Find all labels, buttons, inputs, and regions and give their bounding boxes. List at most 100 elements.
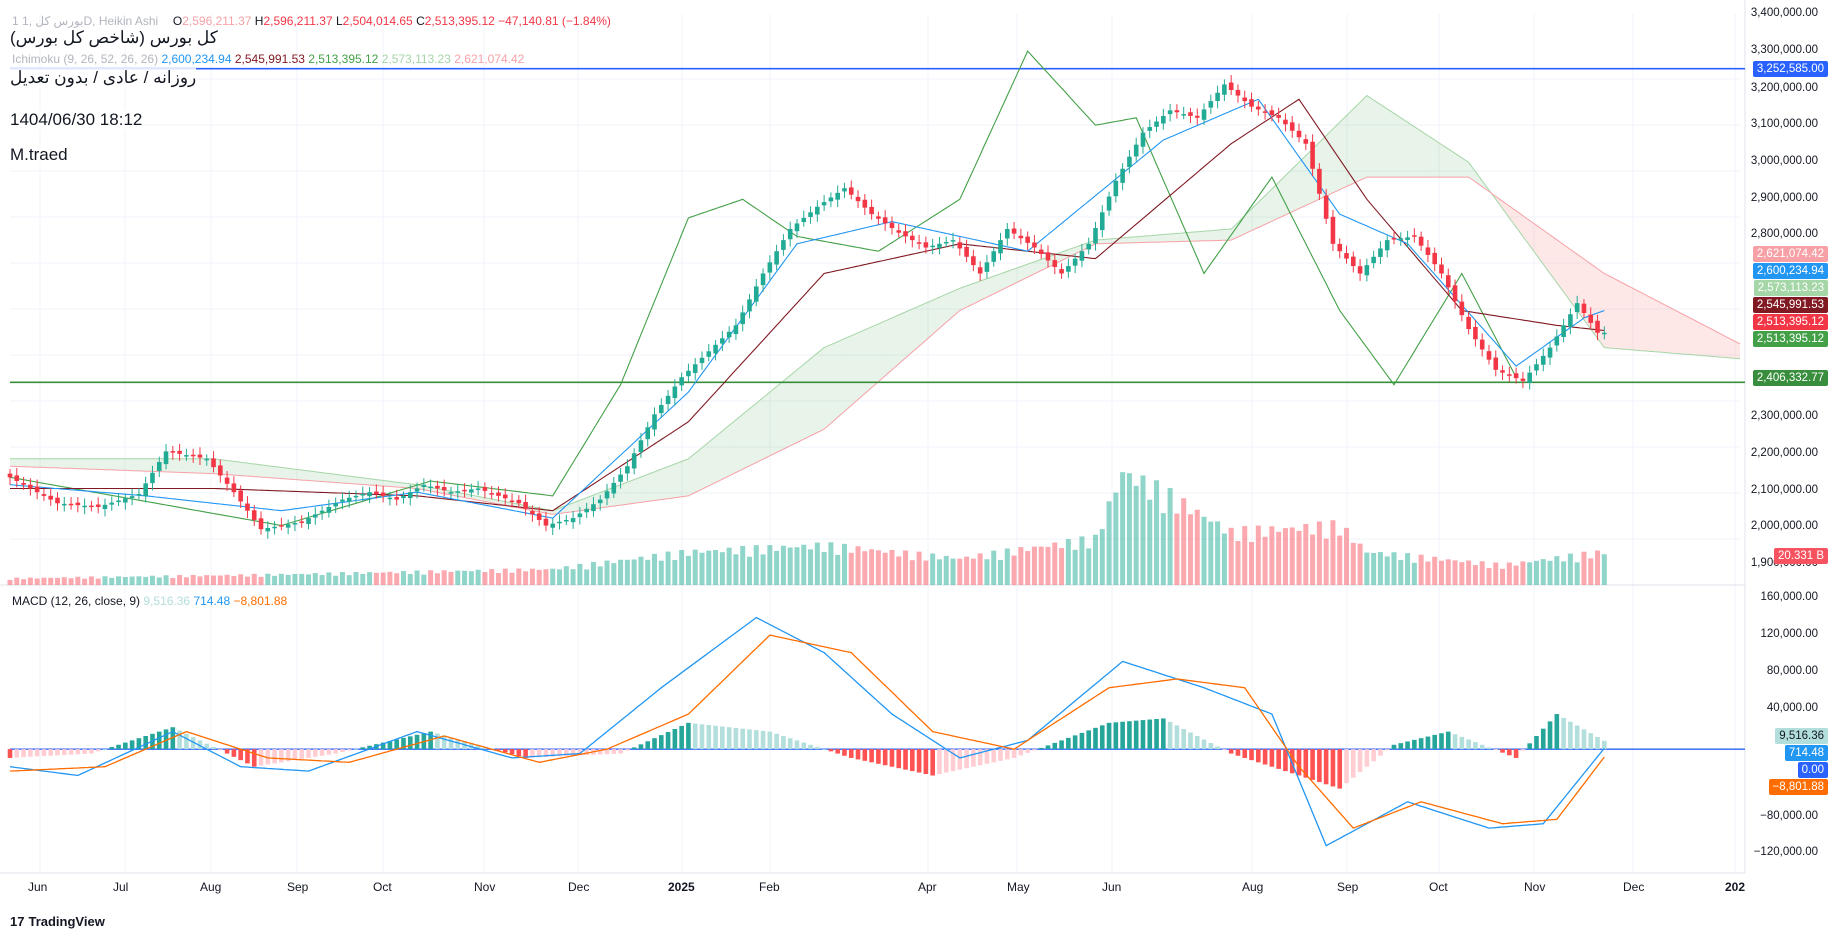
cloud-segment (1258, 195, 1266, 228)
macd-histogram-bar (1011, 749, 1017, 758)
macd-histogram-bar (1473, 742, 1478, 750)
macd-histogram-bar (794, 740, 800, 750)
macd-histogram-bar (815, 746, 820, 750)
volume-bar (61, 577, 67, 585)
cloud-segment (973, 281, 981, 304)
volume-bar (909, 560, 915, 585)
volume-bar (1364, 552, 1370, 585)
horizontal-lines[interactable] (10, 67, 1745, 384)
macd-histogram-bar (1133, 720, 1139, 750)
volume-bar (197, 576, 203, 585)
volume-bar (360, 573, 366, 585)
volume-bar (244, 576, 250, 585)
cloud-segment (858, 329, 865, 400)
volume-bar (1126, 473, 1132, 585)
price-tick: 3,400,000.00 (1750, 7, 1818, 19)
candle-body (1011, 228, 1017, 234)
ichimoku-legend[interactable]: Ichimoku (9, 26, 52, 26, 26) 2,600,234.9… (12, 52, 524, 66)
macd-histogram-bar (95, 749, 101, 752)
volume-bar (1547, 560, 1553, 585)
candle-body (726, 331, 732, 338)
volume-bar (923, 560, 929, 585)
volume-bar (536, 569, 542, 585)
volume-bar (482, 572, 488, 585)
cloud-segment (37, 458, 44, 468)
macd-histogram-bar (312, 749, 318, 757)
cloud-segment (993, 273, 1001, 294)
cloud-segment (620, 482, 628, 506)
volume-bar (1527, 562, 1533, 585)
macd-histogram-bar (387, 741, 393, 750)
macd-legend[interactable]: MACD (12, 26, close, 9) 9,516.36 714.48 … (12, 594, 287, 608)
macd-histogram-bar (48, 749, 54, 756)
macd-histogram-bar (665, 732, 671, 750)
cloud-segment (980, 278, 987, 301)
macd-pane (7, 616, 1745, 847)
candle-body (184, 455, 189, 457)
cloud-segment (817, 347, 825, 433)
volume-bar (726, 547, 732, 585)
volume-bar (1425, 561, 1431, 585)
cloud-segment (627, 479, 635, 505)
volume-bar (991, 550, 997, 585)
volume-bar (306, 574, 312, 585)
candle-body (163, 451, 169, 465)
cloud-segment (1509, 206, 1517, 228)
cloud-segment (1597, 268, 1605, 348)
cloud-segment (803, 358, 811, 440)
candle-body (1581, 303, 1587, 314)
volume-bar (414, 570, 420, 585)
macd-histogram-bar (1418, 738, 1424, 750)
volume-bar (1561, 561, 1567, 585)
cloud-segment (1563, 244, 1571, 302)
tradingview-brand[interactable]: 17 TradingView (10, 914, 105, 929)
cloud-segment (240, 462, 248, 477)
macd-histogram-bar (1181, 728, 1186, 750)
macd-histogram-bar (1161, 718, 1166, 750)
volume-bar (1466, 560, 1472, 585)
candle-body (835, 192, 840, 200)
volume-bar (1282, 528, 1288, 585)
candle-body (1106, 196, 1112, 211)
candle-body (1513, 373, 1519, 379)
macd-histogram-bar (1147, 719, 1153, 750)
cloud-segment (1394, 113, 1401, 178)
cloud-segment (1665, 305, 1673, 354)
volume-bar (1187, 514, 1193, 585)
cloud-segment (851, 332, 859, 406)
candle-body (530, 511, 535, 515)
macd-histogram-bar (502, 749, 508, 753)
candle-body (1452, 285, 1458, 302)
candle-body (509, 500, 515, 503)
symbol-legend[interactable]: 1 بورس کل ,1D, Heikin Ashi O2,596,211.37… (12, 14, 611, 28)
time-tick: Sep (1337, 880, 1359, 894)
cloud-segment (1000, 271, 1008, 291)
volume-bar (1262, 536, 1268, 585)
macd-histogram-bar (923, 749, 929, 775)
cloud-segment (939, 294, 947, 329)
macd-histogram-bar (1099, 725, 1105, 750)
volume-bar (1160, 513, 1166, 585)
cloud-segment (708, 436, 716, 486)
cloud-segment (172, 458, 180, 473)
candle-body (211, 458, 216, 468)
macd-histogram-bar (1235, 749, 1241, 756)
candle-body (564, 519, 569, 522)
cloud-segment (715, 431, 723, 483)
tradingview-logo-icon: 17 (10, 914, 25, 929)
candle-body (1398, 238, 1404, 240)
volume-bar (149, 575, 155, 585)
cloud-segment (756, 397, 764, 463)
cloud-segment (1543, 230, 1551, 274)
volume-bar (95, 578, 101, 585)
macd-label-macd: 714.48 (1784, 745, 1828, 761)
volume-bar (1018, 547, 1024, 585)
macd-histogram-bar (1391, 744, 1397, 750)
macd-label-hist: 9,516.36 (1775, 728, 1828, 744)
volume-bar (1079, 536, 1085, 585)
macd-histogram-bar (211, 746, 216, 750)
candle-body (1072, 258, 1078, 266)
cloud-segment (1346, 108, 1354, 187)
candle-body (1588, 314, 1594, 323)
